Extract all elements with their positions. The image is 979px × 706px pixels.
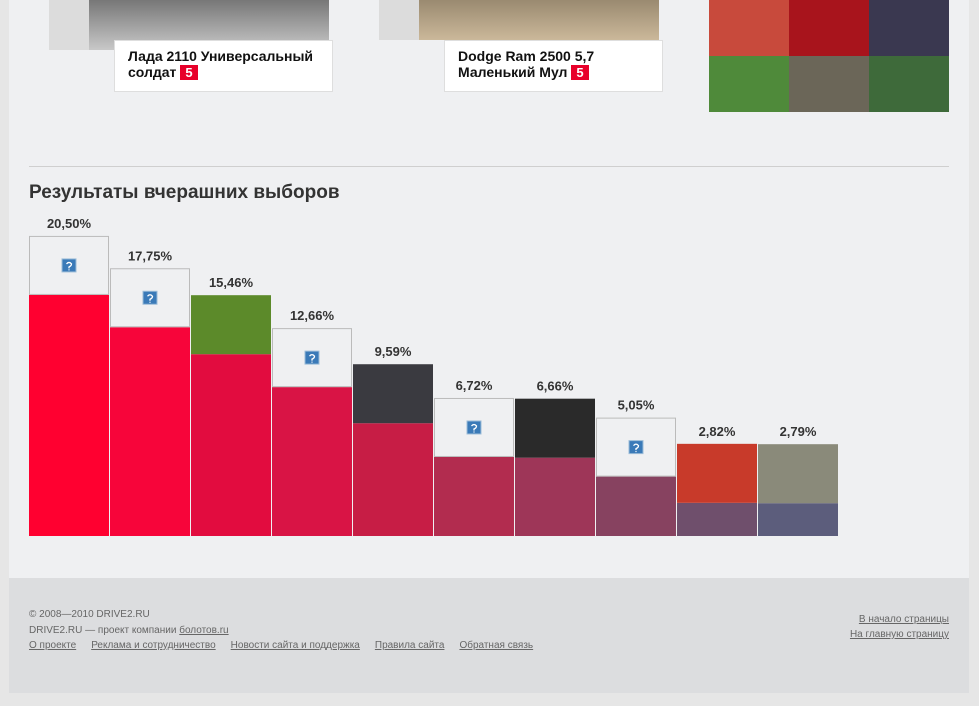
- value-label: 15,46%: [209, 275, 254, 290]
- photo[interactable]: [869, 0, 949, 56]
- card-caption[interactable]: Dodge Ram 2500 5,7 Маленький Мул 5: [444, 40, 663, 92]
- missing-image-mark: [66, 261, 73, 271]
- missing-image-icon: [466, 420, 482, 435]
- photo[interactable]: [789, 0, 869, 56]
- card-image[interactable]: [419, 0, 659, 40]
- bar: [677, 502, 757, 536]
- card-caption[interactable]: Лада 2110 Универсальный солдат 5: [114, 40, 333, 92]
- company-line: DRIVE2.RU — проект компании болотов.ru: [29, 625, 229, 636]
- missing-image-icon: [61, 258, 77, 273]
- company-text: DRIVE2.RU — проект компании: [29, 625, 177, 636]
- section-title: Результаты вчерашних выборов: [29, 182, 340, 203]
- missing-image-mark: [147, 294, 154, 303]
- missing-image-mark: [471, 423, 478, 433]
- card-badge: 5: [571, 65, 589, 80]
- bar-photo[interactable]: [191, 295, 271, 355]
- bar-photo[interactable]: [515, 398, 595, 458]
- value-label: 6,72%: [456, 378, 493, 393]
- missing-image-mark: [633, 443, 640, 453]
- footer-right-links: В начало страницы На главную страницу: [850, 612, 949, 642]
- card-image-bg: [379, 0, 419, 40]
- footer-link[interactable]: Реклама и сотрудничество: [91, 640, 216, 651]
- value-label: 20,50%: [47, 216, 92, 231]
- bar: [758, 503, 838, 536]
- footer-link[interactable]: Правила сайта: [374, 640, 445, 651]
- footer-links: О проекте Реклама и сотрудничество Новости…: [29, 640, 533, 651]
- card-title[interactable]: Dodge Ram 2500 5,7 Маленький Мул: [458, 48, 595, 80]
- bar-photo[interactable]: [677, 443, 757, 503]
- company-link[interactable]: болотов.ru: [179, 625, 229, 636]
- photo-grid: [709, 0, 949, 112]
- bar: [191, 354, 271, 536]
- missing-image-mark: [309, 353, 316, 363]
- bar-photo[interactable]: [353, 364, 433, 424]
- card-image-bg: [49, 0, 89, 50]
- value-label: 12,66%: [290, 308, 335, 323]
- value-label: 6,66%: [537, 379, 574, 394]
- footer-link[interactable]: Новости сайта и поддержка: [230, 640, 360, 651]
- value-label: 2,79%: [780, 424, 817, 439]
- footer-link[interactable]: На главную страницу: [849, 629, 949, 640]
- bar-photo[interactable]: [758, 444, 838, 504]
- footer-link[interactable]: В начало страницы: [858, 614, 949, 625]
- value-label: 2,82%: [699, 424, 736, 439]
- missing-image-icon: [304, 350, 320, 365]
- bar: [110, 327, 190, 536]
- bar: [434, 456, 514, 536]
- photo[interactable]: [709, 0, 789, 56]
- missing-image-icon: [142, 290, 158, 305]
- footer: [9, 578, 969, 693]
- value-label: 17,75%: [128, 248, 173, 263]
- bar: [272, 387, 352, 536]
- photo[interactable]: [789, 56, 869, 112]
- card-badge: 5: [180, 65, 198, 80]
- footer-link[interactable]: Обратная связь: [459, 640, 534, 651]
- card-title[interactable]: Лада 2110 Универсальный солдат: [128, 48, 314, 80]
- separator: [29, 166, 949, 167]
- footer-link[interactable]: О проекте: [29, 640, 77, 651]
- chart: 20,50% 17,75% 15,46% 12,66% 9,59% 6,72% 6,66% 5…: [29, 216, 838, 536]
- missing-image-icon: [628, 440, 644, 455]
- bar: [353, 423, 433, 536]
- bar: [515, 457, 595, 536]
- photo[interactable]: [869, 56, 949, 112]
- value-label: 5,05%: [618, 398, 655, 413]
- photo[interactable]: [709, 56, 789, 112]
- bar: [29, 294, 109, 536]
- bar: [596, 476, 676, 536]
- value-label: 9,59%: [375, 344, 412, 359]
- copyright: © 2008—2010 DRIVE2.RU: [29, 609, 150, 620]
